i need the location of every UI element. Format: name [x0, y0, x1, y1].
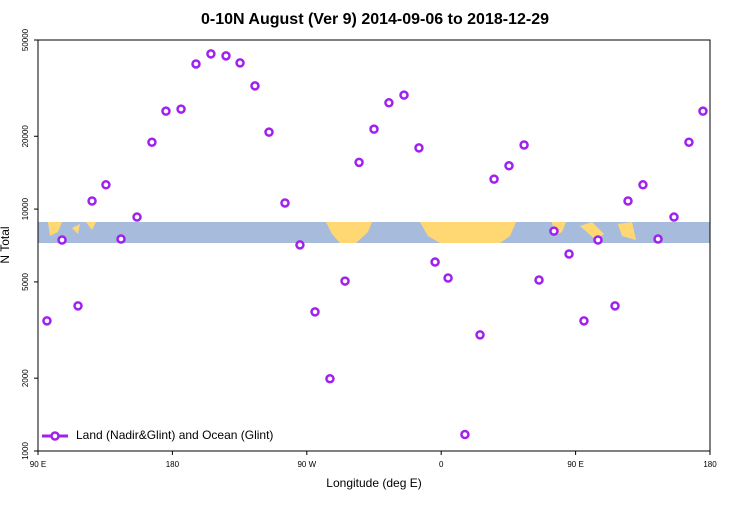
data-point [116, 234, 126, 244]
data-point [430, 257, 440, 267]
data-point [369, 124, 379, 134]
data-point [87, 196, 97, 206]
data-point [340, 276, 350, 286]
data-point [638, 180, 648, 190]
data-point [176, 104, 186, 114]
data-point [460, 429, 470, 440]
data-point [399, 90, 409, 100]
data-point [250, 81, 260, 91]
data-point [593, 235, 603, 245]
data-point [623, 196, 633, 206]
plot-frame [37, 39, 711, 452]
data-point [73, 301, 83, 311]
data-point [354, 157, 364, 168]
y-tick-label: 20000 [21, 125, 30, 148]
data-point [698, 106, 708, 116]
data-point [384, 98, 394, 108]
land [552, 222, 636, 240]
data-point [549, 226, 559, 236]
x-tick-label: 0 [439, 460, 444, 469]
data-point [653, 234, 663, 244]
data-point [101, 180, 111, 190]
data-point [280, 198, 290, 208]
x-tick-label: 90 E [30, 460, 46, 469]
land [48, 222, 96, 236]
data-point [504, 161, 514, 171]
data-point [489, 174, 499, 184]
y-tick-label: 2000 [21, 369, 30, 387]
data-point [42, 316, 52, 326]
land [326, 222, 372, 243]
legend-marker [50, 431, 60, 441]
land [420, 222, 516, 243]
data-point [325, 373, 335, 384]
data-point [610, 301, 620, 311]
data-point [310, 307, 320, 317]
x-tick-label: 180 [703, 460, 717, 469]
y-tick-label: 1000 [21, 442, 30, 460]
data-point [206, 49, 216, 59]
chart-title: 0-10N August (Ver 9) 2014-09-06 to 2018-… [201, 11, 549, 28]
x-axis-label: Longitude (deg E) [326, 476, 421, 490]
data-point [295, 240, 305, 250]
data-point [443, 273, 453, 283]
y-axis-label: N Total [0, 226, 12, 263]
legend-label: Land (Nadir&Glint) and Ocean (Glint) [76, 428, 273, 442]
data-point [57, 235, 67, 245]
x-tick-label: 180 [166, 460, 180, 469]
data-point [669, 212, 679, 222]
ocean-strip [38, 222, 710, 243]
data-point [161, 106, 171, 116]
data-point [147, 137, 157, 147]
data-point [191, 59, 201, 69]
legend: Land (Nadir&Glint) and Ocean (Glint) [42, 428, 273, 442]
data-point [132, 212, 142, 222]
map-band [38, 222, 710, 243]
y-tick-label: 10000 [21, 197, 30, 220]
data-point [221, 51, 231, 61]
data-point [684, 137, 694, 147]
y-tick-label: 50000 [21, 28, 30, 51]
data-point [414, 143, 424, 153]
data-point [579, 316, 589, 326]
data-point [564, 249, 574, 259]
y-tick-label: 5000 [21, 272, 30, 290]
x-tick-label: 90 W [297, 460, 316, 469]
data-point [475, 330, 485, 340]
data-point [534, 275, 544, 285]
data-point [235, 58, 245, 68]
x-tick-label: 90 E [567, 460, 583, 469]
data-point [519, 140, 529, 150]
data-point [264, 127, 274, 137]
